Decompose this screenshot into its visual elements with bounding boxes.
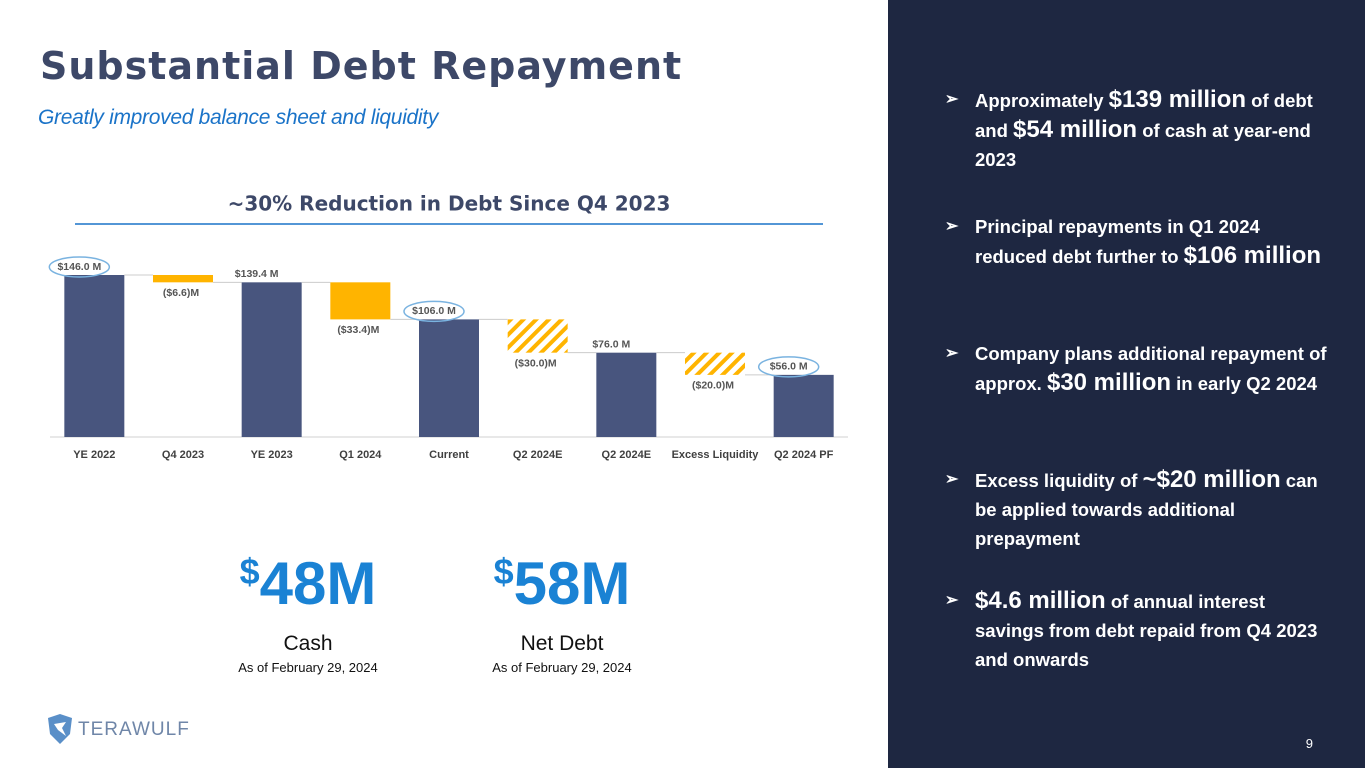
stat-label: Net Debt	[520, 632, 604, 655]
bullet: ➢ $4.6 million of annual interest savings…	[945, 586, 1335, 674]
x-tick-label: Q2 2024E	[602, 449, 652, 461]
value-label: ($20.0)M	[692, 380, 734, 392]
bullet-text: Approximately	[975, 90, 1109, 111]
stat-figure: $48M	[188, 540, 428, 616]
bullet-arrow: ➢	[945, 592, 959, 609]
bullet: ➢ Excess liquidity of ~$20 million can be…	[945, 465, 1335, 553]
x-tick-label: Q1 2024	[339, 449, 382, 461]
bullet-text: of annual interest savings from debt rep…	[975, 591, 1318, 670]
bullet-emphasis: ~$20 million	[1142, 466, 1281, 493]
x-tick-label: Excess Liquidity	[672, 449, 760, 461]
bullet: ➢ Approximately $139 million of debt and …	[945, 85, 1335, 174]
value-label: ($6.6)M	[163, 287, 199, 299]
value-label: ($33.4)M	[337, 324, 379, 336]
value-label: $146.0 M	[57, 261, 101, 273]
x-tick-label: YE 2022	[73, 449, 115, 461]
stat-value: 58M	[513, 550, 631, 617]
stat-symbol: $	[239, 551, 260, 592]
decrease-bar	[153, 275, 213, 283]
logo: TERAWULF	[48, 714, 190, 744]
bullet-arrow: ➢	[945, 345, 959, 362]
bullet-arrow: ➢	[945, 471, 959, 488]
stat: $48M Cash As of February 29, 2024	[188, 540, 428, 675]
stat-label: Cash	[283, 632, 333, 655]
value-label: $139.4 M	[235, 268, 279, 280]
x-tick-label: YE 2023	[251, 449, 293, 461]
value-label: $106.0 M	[412, 305, 456, 317]
label-highlight	[48, 256, 111, 278]
total-bar	[419, 319, 479, 437]
value-label: ($30.0)M	[515, 357, 557, 369]
stat-figure: $58M	[442, 540, 682, 616]
x-tick-label: Current	[429, 449, 469, 461]
bullet-text: Excess liquidity of	[975, 470, 1143, 491]
total-bar	[64, 275, 125, 437]
value-label: $76.0 M	[592, 338, 630, 350]
stat-value: 48M	[259, 550, 377, 617]
bullet-arrow: ➢	[945, 91, 959, 108]
bullet: ➢ Company plans additional repayment of a…	[945, 339, 1335, 398]
stat-note: As of February 29, 2024	[492, 660, 632, 675]
bullet-emphasis: $30 million	[1046, 369, 1172, 396]
x-tick-label: Q2 2024E	[513, 449, 563, 461]
bullet-arrow: ➢	[945, 218, 959, 235]
bullet-text: can be applied towards additional prepay…	[975, 470, 1318, 549]
bullet: ➢ Principal repayments in Q1 2024 reduced…	[945, 212, 1335, 271]
logo-text: TERAWULF	[78, 719, 190, 740]
bullet-emphasis: $139 million	[1108, 86, 1247, 113]
stat: $58M Net Debt As of February 29, 2024	[442, 540, 682, 675]
bullet-text: Principal repayments in Q1 2024 reduced …	[975, 216, 1260, 267]
label-highlight	[757, 356, 820, 378]
stat-symbol: $	[493, 551, 514, 592]
bullet-emphasis: $106 million	[1183, 242, 1322, 269]
page-number: 9	[1305, 736, 1313, 751]
x-tick-label: Q4 2023	[162, 449, 204, 461]
total-bar	[596, 352, 657, 437]
side-panel: 9 ➢ Approximately $139 million of debt an…	[888, 0, 1365, 768]
slide-title: Substantial Debt Repayment	[40, 44, 683, 88]
bullet-text: of cash at year-end 2023	[975, 120, 1311, 170]
x-tick-label: Q2 2024 PF	[774, 449, 834, 461]
stat-note: As of February 29, 2024	[238, 660, 378, 675]
decrease-bar	[685, 352, 745, 375]
chart: ~30% Reduction in Debt Since Q4 2023 YE …	[48, 192, 848, 461]
slide-subtitle: Greatly improved balance sheet and liqui…	[38, 106, 439, 129]
total-bar	[773, 374, 834, 437]
bullet-text: of debt and	[975, 90, 1313, 141]
label-highlight	[403, 300, 465, 323]
decrease-bar	[507, 319, 568, 353]
bullet-emphasis: $4.6 million	[975, 587, 1106, 614]
logo-wolf	[54, 722, 66, 736]
bullet-emphasis: $54 million	[1013, 116, 1138, 143]
decrease-bar	[330, 282, 391, 320]
value-label: $56.0 M	[770, 361, 808, 373]
bullet-text: Company plans additional repayment of ap…	[975, 343, 1327, 394]
chart-title: ~30% Reduction in Debt Since Q4 2023	[228, 192, 671, 216]
total-bar	[241, 282, 302, 437]
bullet-text: in early Q2 2024	[1171, 373, 1318, 394]
